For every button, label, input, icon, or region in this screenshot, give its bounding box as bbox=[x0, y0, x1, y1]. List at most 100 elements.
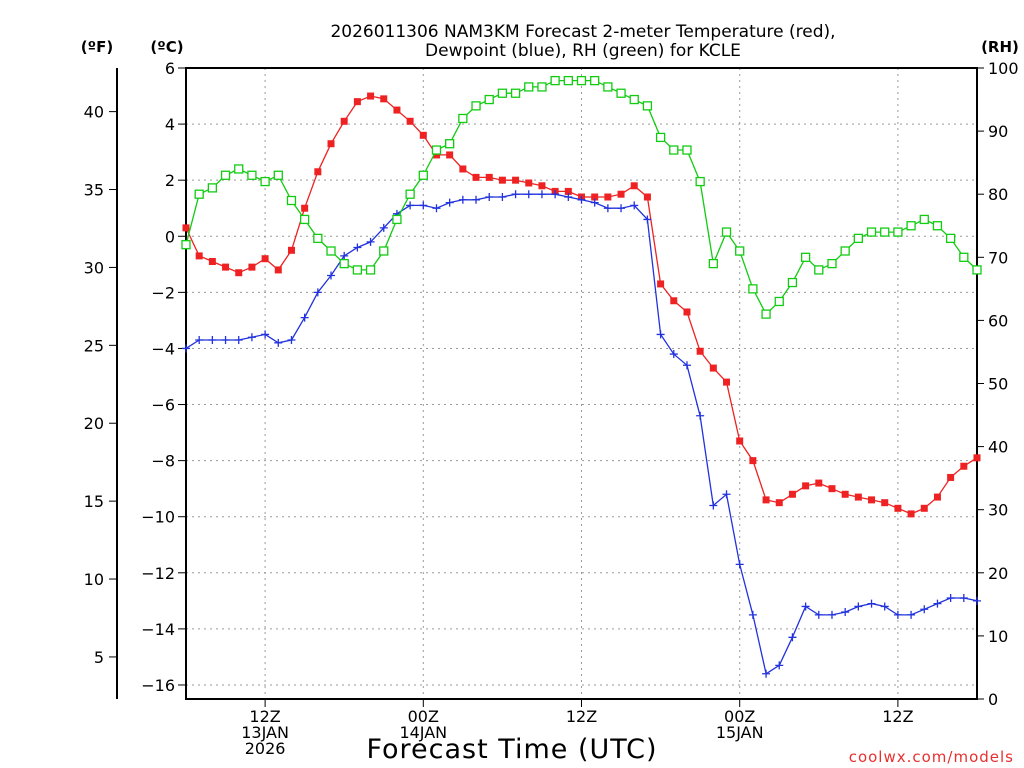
relative-humidity-point bbox=[906, 221, 916, 231]
relative-humidity-point bbox=[695, 176, 705, 187]
temperature-point bbox=[525, 179, 533, 187]
rh-tick-label: 20 bbox=[988, 564, 1008, 583]
temperature-point bbox=[775, 499, 783, 507]
temperature-point bbox=[828, 485, 836, 493]
temperature-point bbox=[327, 140, 335, 148]
dewpoint-point bbox=[709, 501, 718, 510]
relative-humidity-point bbox=[682, 145, 692, 155]
dewpoint-point bbox=[854, 602, 863, 611]
relative-humidity-point bbox=[563, 75, 573, 86]
relative-humidity-point bbox=[669, 145, 679, 155]
dewpoint-point bbox=[379, 223, 388, 232]
celsius-tick-label: −12 bbox=[141, 564, 175, 583]
relative-humidity-point bbox=[655, 132, 666, 143]
temperature-point bbox=[933, 493, 941, 501]
relative-humidity-point bbox=[840, 246, 850, 256]
fahrenheit-unit-label: (ºF) bbox=[81, 38, 113, 56]
dewpoint-point bbox=[801, 602, 810, 611]
temperature-point bbox=[723, 378, 731, 386]
temperature-point bbox=[643, 193, 651, 201]
relative-humidity-point bbox=[537, 82, 547, 92]
dewpoint-point bbox=[722, 490, 731, 499]
relative-humidity-point bbox=[603, 82, 613, 92]
dewpoint-point bbox=[827, 610, 836, 619]
relative-humidity-point bbox=[194, 189, 204, 199]
dewpoint-point bbox=[261, 330, 270, 339]
dewpoint-point bbox=[327, 271, 336, 280]
rh-tick-label: 0 bbox=[988, 690, 998, 709]
relative-humidity-point bbox=[721, 227, 732, 237]
relative-humidity-point bbox=[405, 189, 415, 199]
relative-humidity-point bbox=[800, 252, 811, 262]
celsius-tick-label: −4 bbox=[151, 339, 175, 358]
dewpoint-point bbox=[643, 215, 652, 224]
temperature-point bbox=[248, 263, 256, 271]
temperature-point bbox=[868, 496, 876, 504]
relative-humidity-point bbox=[313, 233, 323, 244]
rh-tick-label: 30 bbox=[988, 501, 1008, 520]
series-layer bbox=[181, 75, 982, 678]
temperature-point bbox=[894, 504, 902, 512]
temperature-point bbox=[736, 437, 744, 445]
temperature-point bbox=[604, 193, 612, 201]
relative-humidity-point bbox=[893, 227, 903, 237]
dewpoint-point bbox=[458, 195, 467, 204]
temperature-point bbox=[749, 457, 757, 465]
dewpoint-point bbox=[775, 661, 784, 670]
relative-humidity-point bbox=[484, 94, 494, 105]
relative-humidity-point bbox=[814, 265, 824, 275]
x-axis-title: Forecast Time (UTC) bbox=[366, 734, 657, 765]
temperature-point bbox=[881, 499, 889, 507]
temperature-point bbox=[208, 258, 216, 266]
rh-tick-label: 100 bbox=[988, 59, 1019, 78]
relative-humidity-point bbox=[471, 101, 481, 111]
relative-humidity-point bbox=[972, 265, 982, 275]
celsius-tick-label: 2 bbox=[165, 171, 175, 190]
dewpoint-point bbox=[498, 193, 507, 202]
celsius-tick-label: 6 bbox=[165, 59, 175, 78]
dewpoint-point bbox=[893, 610, 902, 619]
x-tick-label: 14JAN bbox=[399, 723, 447, 742]
dewpoint-point bbox=[907, 610, 916, 619]
dewpoint-point bbox=[485, 193, 494, 202]
relative-humidity-point bbox=[827, 258, 837, 269]
dewpoint-point bbox=[933, 599, 942, 608]
fahrenheit-tick-label: 10 bbox=[84, 570, 104, 589]
temperature-point bbox=[907, 510, 915, 518]
dewpoint-point bbox=[287, 336, 296, 345]
relative-humidity-point bbox=[458, 113, 468, 124]
temperature-point bbox=[960, 462, 968, 470]
rh-tick-label: 40 bbox=[988, 438, 1008, 457]
temperature-point bbox=[195, 252, 203, 260]
dewpoint-point bbox=[841, 608, 850, 617]
dewpoint-point bbox=[366, 237, 375, 246]
rh-tick-label: 60 bbox=[988, 311, 1008, 330]
celsius-tick-label: 0 bbox=[165, 227, 175, 246]
relative-humidity-point bbox=[774, 296, 784, 307]
relative-humidity-point bbox=[339, 258, 349, 269]
relative-humidity-point bbox=[616, 88, 626, 98]
relative-humidity-point bbox=[629, 94, 639, 105]
dewpoint-point bbox=[300, 313, 309, 322]
relative-humidity-point bbox=[524, 82, 534, 92]
celsius-tick-label: −2 bbox=[151, 283, 175, 302]
temperature-point bbox=[815, 479, 823, 487]
temperature-point bbox=[920, 504, 928, 512]
relative-humidity-point bbox=[919, 214, 929, 225]
relative-humidity-point bbox=[576, 75, 587, 86]
relative-humidity-point bbox=[260, 176, 270, 187]
temperature-point bbox=[841, 490, 849, 498]
rh-tick-label: 80 bbox=[988, 185, 1008, 204]
relative-humidity-point bbox=[945, 233, 956, 244]
temperature-point bbox=[947, 473, 955, 481]
chart-title-line-1: 2026011306 NAM3KM Forecast 2-meter Tempe… bbox=[330, 22, 835, 42]
x-tick-label: 15JAN bbox=[716, 723, 764, 742]
relative-humidity-point bbox=[761, 309, 771, 319]
credit-text: coolwx.com/models bbox=[849, 748, 1014, 766]
dewpoint-point bbox=[195, 336, 204, 345]
temperature-point bbox=[498, 176, 506, 184]
relative-humidity-point bbox=[299, 214, 310, 225]
dewpoint-point bbox=[564, 193, 573, 202]
dewpoint-point bbox=[959, 594, 968, 603]
relative-humidity-point bbox=[247, 170, 257, 180]
